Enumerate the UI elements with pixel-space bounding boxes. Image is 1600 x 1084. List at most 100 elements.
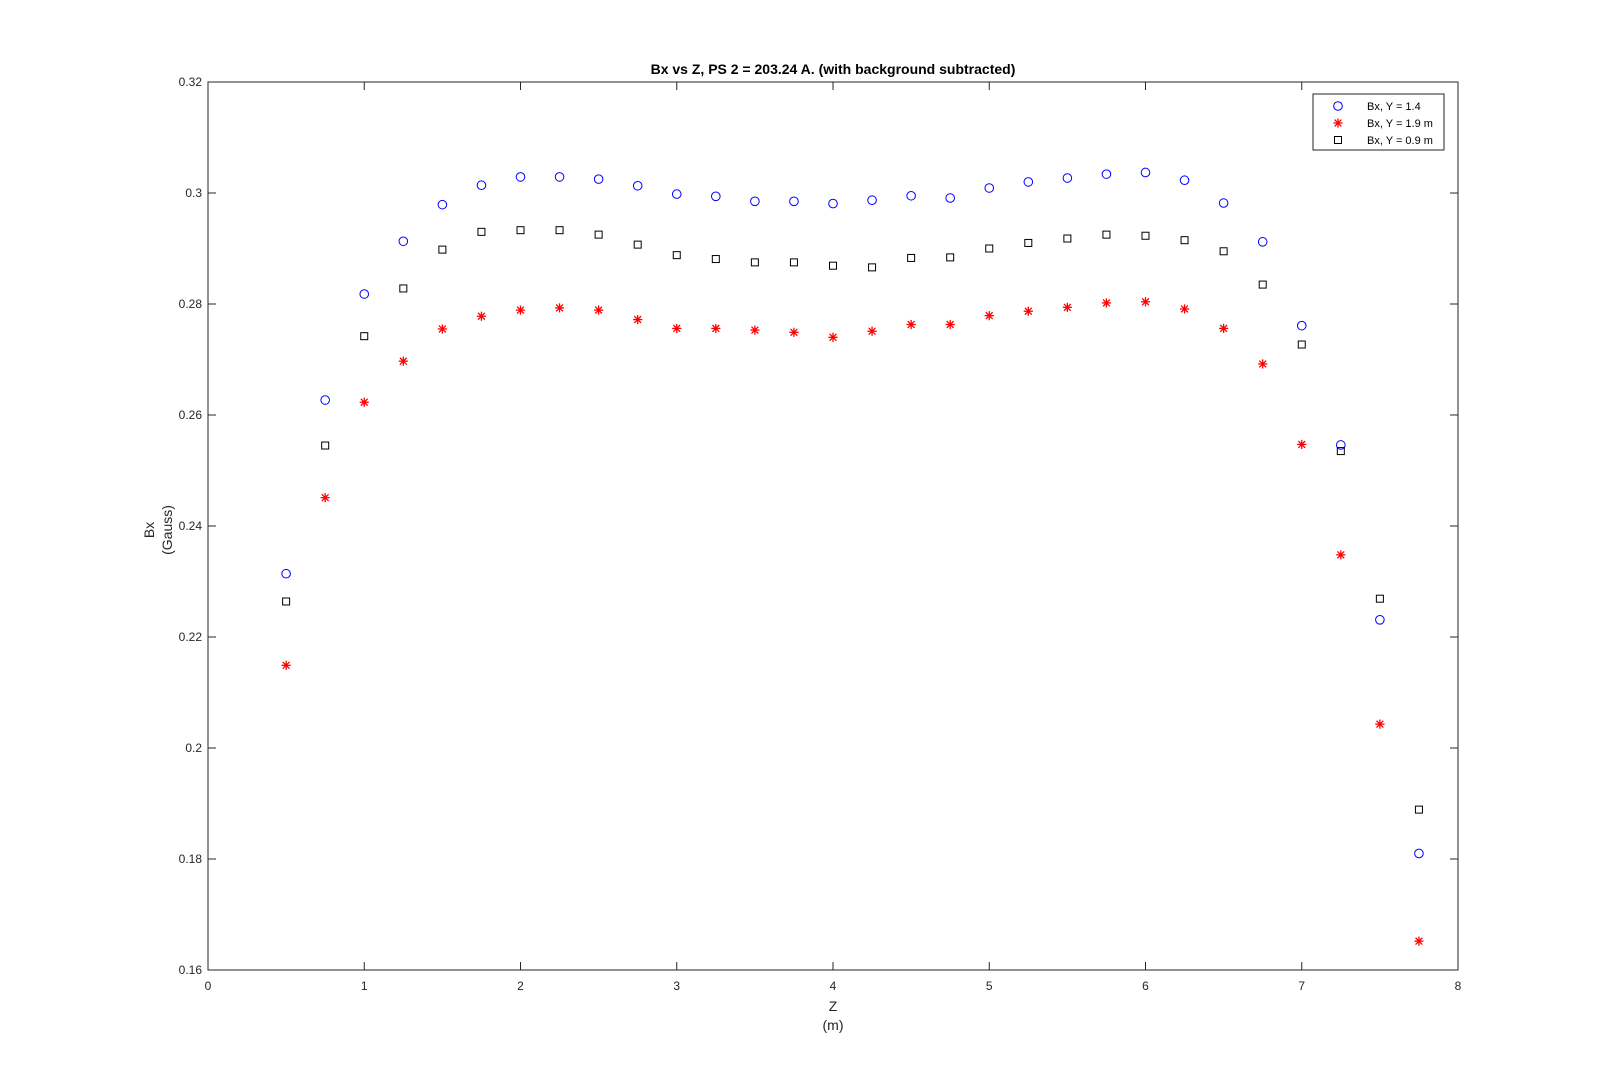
y-tick-label: 0.26 [179, 408, 203, 422]
data-point [359, 397, 369, 407]
data-point [829, 261, 837, 270]
plot-area [207, 81, 1459, 971]
series-1 [281, 167, 1424, 859]
axis-tick-labels: 0 1 2 3 4 5 6 7 8 0.16 0.18 0.2 0.22 0.24 0.26 0.28 0.3 0… [179, 75, 1462, 993]
axis-ticks [207, 81, 1459, 971]
data-point [868, 263, 877, 272]
data-point [711, 323, 721, 334]
data-point [985, 244, 994, 253]
data-point [1219, 247, 1228, 256]
data-point [1062, 302, 1072, 312]
data-point [1023, 306, 1033, 316]
data-point [1179, 304, 1190, 314]
data-point [477, 227, 486, 236]
data-point [789, 196, 799, 207]
legend-entry-2: Bx, Y = 1.9 m [1367, 118, 1433, 130]
data-point [398, 356, 408, 366]
y-axis-label-line-1: Bx [141, 522, 157, 538]
data-point [437, 199, 448, 210]
data-point [671, 189, 682, 199]
y-tick-label: 0.24 [179, 519, 203, 533]
data-point [633, 240, 642, 249]
data-point [1219, 323, 1229, 334]
data-point [1336, 550, 1346, 560]
data-point [1414, 848, 1424, 859]
data-point [321, 441, 330, 450]
data-point [633, 314, 643, 325]
data-point [1296, 320, 1307, 331]
y-tick-label: 0.16 [179, 963, 203, 977]
y-tick-label: 0.18 [179, 852, 203, 866]
x-tick-label: 2 [517, 979, 524, 993]
data-point [1414, 936, 1424, 946]
data-point [360, 332, 369, 341]
data-point [1179, 175, 1190, 186]
data-point [906, 190, 916, 201]
legend: Bx, Y = 1.4 Bx, Y = 1.9 m Bx, Y = 0.9 m [1312, 93, 1445, 151]
data-point [320, 395, 330, 405]
x-axis-label: Z (m) [823, 998, 844, 1033]
data-point [1258, 359, 1268, 369]
legend-entry-1: Bx, Y = 1.4 [1367, 101, 1421, 113]
x-axis-label-line-2: (m) [823, 1017, 844, 1033]
data-point [867, 195, 877, 206]
y-tick-label: 0.2 [185, 741, 202, 755]
data-point [867, 326, 877, 336]
data-point [1102, 230, 1111, 239]
data-point [750, 258, 759, 267]
data-point [946, 253, 955, 262]
series-3 [282, 226, 1423, 814]
y-tick-label: 0.22 [179, 630, 203, 644]
data-point [1140, 297, 1151, 307]
data-point [554, 172, 565, 182]
data-point [476, 180, 487, 191]
data-point [515, 305, 526, 315]
data-point [906, 319, 916, 330]
data-point [359, 289, 370, 299]
data-point [1414, 805, 1423, 814]
legend-marker-2 [1333, 118, 1343, 128]
y-tick-label: 0.32 [179, 75, 203, 89]
data-point [1336, 447, 1345, 456]
data-point [1375, 594, 1384, 603]
legend-marker-3 [1334, 136, 1342, 144]
y-tick-label: 0.28 [179, 297, 203, 311]
data-point [437, 324, 447, 334]
y-tick-label: 0.3 [185, 186, 202, 200]
data-point [476, 311, 487, 321]
data-point [672, 251, 681, 260]
data-point [1336, 440, 1346, 450]
data-point [593, 174, 604, 184]
data-point [398, 236, 409, 247]
data-point [828, 198, 838, 209]
data-point [945, 319, 955, 330]
data-point [828, 332, 838, 342]
data-point [1024, 238, 1033, 247]
data-point [555, 226, 564, 235]
data-point [1101, 298, 1112, 308]
data-point [711, 255, 720, 264]
data-point [984, 183, 995, 193]
y-axis-label-line-2: (Gauss) [159, 505, 175, 555]
data-point [1375, 719, 1385, 729]
legend-marker-1 [1333, 101, 1343, 111]
y-axis-label: Bx (Gauss) [141, 505, 175, 555]
data-point [1140, 167, 1151, 178]
data-point [1063, 234, 1072, 243]
x-tick-label: 0 [205, 979, 212, 993]
data-point [632, 180, 643, 191]
data-point [750, 325, 760, 335]
data-point [281, 660, 291, 670]
data-series [281, 167, 1424, 946]
data-point [282, 597, 291, 606]
data-point [672, 323, 682, 334]
data-point [1180, 236, 1189, 245]
data-point [789, 258, 798, 267]
data-point [554, 303, 565, 313]
data-point [789, 327, 799, 337]
data-point [1218, 198, 1229, 208]
data-point [281, 568, 291, 579]
chart-title: Bx vs Z, PS 2 = 203.24 A. (with backgrou… [651, 61, 1016, 77]
data-point [399, 284, 408, 293]
